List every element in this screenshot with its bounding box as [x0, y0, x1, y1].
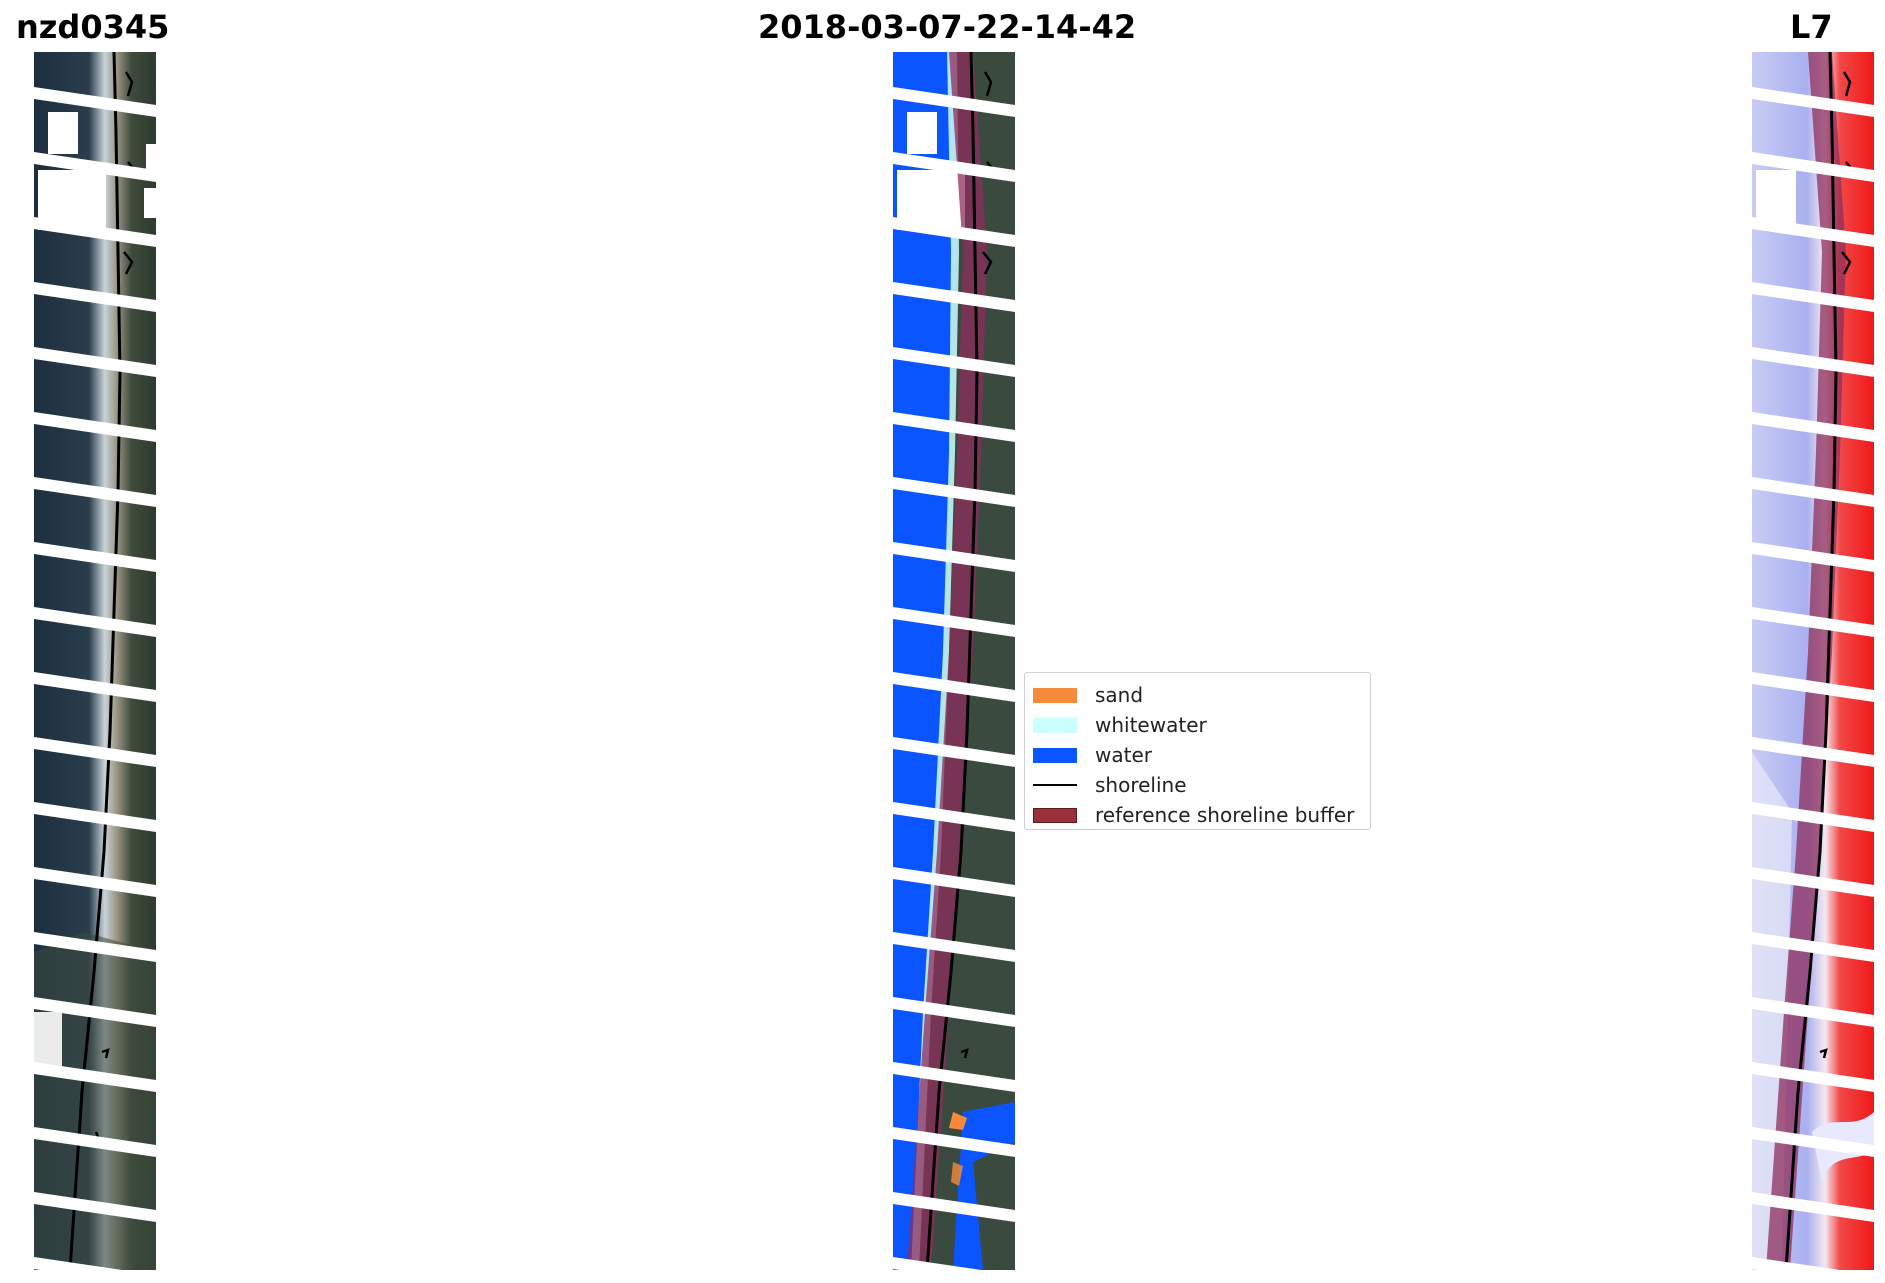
scan-line-gap: [893, 802, 1015, 832]
scan-line-gap: [34, 87, 156, 117]
scan-line-gap: [1752, 997, 1874, 1027]
panel-title-center: 2018-03-07-22-14-42: [758, 8, 1137, 46]
scan-line-gap: [34, 672, 156, 702]
scan-line-gap: [34, 1192, 156, 1222]
scan-line-gap: [34, 802, 156, 832]
legend-label-buffer: reference shoreline buffer: [1095, 803, 1355, 827]
scan-line-gap: [34, 347, 156, 377]
scan-line-gap: [34, 217, 156, 247]
scan-line-gap: [893, 1062, 1015, 1092]
legend-item-whitewater: whitewater: [1033, 712, 1207, 738]
legend-item-sand: sand: [1033, 682, 1143, 708]
legend-label-shoreline: shoreline: [1095, 773, 1187, 797]
scan-line-gap: [893, 282, 1015, 312]
water-index-panel: [1752, 52, 1874, 1270]
scan-line-gap: [893, 542, 1015, 572]
panel-title-left: nzd0345: [16, 8, 170, 46]
scan-line-gap: [893, 477, 1015, 507]
scan-line-gap: [893, 607, 1015, 637]
scan-line-gap: [1752, 802, 1874, 832]
scan-line-gap: [893, 217, 1015, 247]
scan-line-gap: [893, 1257, 982, 1270]
scan-line-gap: [1752, 542, 1874, 572]
legend-line-shoreline: [1033, 784, 1077, 786]
scan-line-gap: [34, 477, 156, 507]
scan-line-gap: [1752, 672, 1874, 702]
scan-line-gap: [34, 1062, 156, 1092]
scan-line-gap: [893, 932, 1015, 962]
legend-label-sand: sand: [1095, 683, 1144, 707]
legend-swatch-buffer: [1033, 807, 1077, 823]
legend-label-water: water: [1095, 743, 1152, 767]
scan-line-gap: [34, 737, 156, 767]
scan-line-gap: [1752, 737, 1874, 767]
legend-swatch-water: [1033, 747, 1077, 763]
scan-line-gap: [893, 412, 1015, 442]
scan-line-gap: [1752, 217, 1874, 247]
scan-line-gap: [1752, 282, 1874, 312]
legend-swatch-sand: [1033, 687, 1077, 703]
scan-line-gap: [1752, 1127, 1874, 1157]
scan-line-gap: [34, 152, 156, 182]
scan-line-gap: [893, 867, 1015, 897]
scan-line-gap: [1752, 477, 1874, 507]
scan-line-gap: [34, 542, 156, 572]
scan-line-gap: [34, 1257, 123, 1270]
scan-line-gap: [1752, 1062, 1874, 1092]
legend-label-whitewater: whitewater: [1095, 713, 1207, 737]
legend: sand whitewater water shoreline referenc…: [1024, 672, 1371, 830]
scan-line-gap: [893, 1192, 1015, 1222]
rgb-image-panel: [34, 52, 156, 1270]
scan-line-gap: [34, 1127, 156, 1157]
scan-line-gap: [1752, 1192, 1874, 1222]
scan-line-gap: [34, 867, 156, 897]
legend-item-shoreline: shoreline: [1033, 772, 1187, 798]
scan-line-gap: [34, 282, 156, 312]
scan-line-gap: [893, 87, 1015, 117]
scan-line-gap: [1752, 87, 1874, 117]
scan-line-gap: [34, 607, 156, 637]
scan-line-gap: [1752, 867, 1874, 897]
scan-line-gap: [1752, 412, 1874, 442]
scan-line-gap: [893, 737, 1015, 767]
scan-line-gap: [1752, 152, 1874, 182]
scan-line-gap: [34, 412, 156, 442]
scan-line-gap: [1752, 347, 1874, 377]
scan-line-gap: [1752, 607, 1874, 637]
legend-item-buffer: reference shoreline buffer: [1033, 802, 1354, 828]
classification-panel: [893, 52, 1015, 1270]
scan-line-gap: [893, 152, 1015, 182]
scan-line-gap: [893, 672, 1015, 702]
scan-line-gap: [34, 932, 156, 962]
scan-line-gap: [34, 997, 156, 1027]
scan-line-gap: [893, 1127, 1015, 1157]
legend-item-water: water: [1033, 742, 1152, 768]
scan-line-gap: [893, 997, 1015, 1027]
panel-title-right: L7: [1790, 8, 1833, 46]
scan-line-gap: [1752, 932, 1874, 962]
legend-swatch-whitewater: [1033, 717, 1077, 733]
scan-line-gap: [893, 347, 1015, 377]
